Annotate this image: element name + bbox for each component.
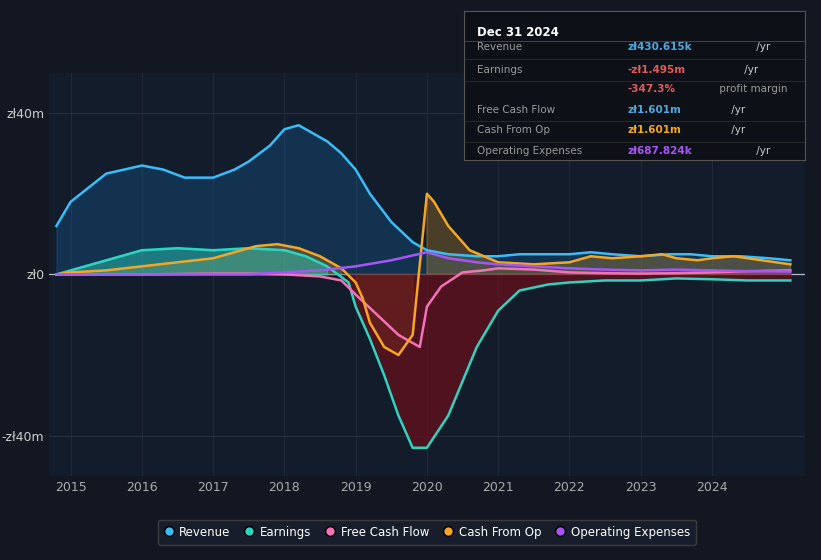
Text: Revenue: Revenue (478, 43, 523, 53)
Text: -zł1.495m: -zł1.495m (627, 64, 686, 74)
Text: zł1.601m: zł1.601m (627, 125, 681, 136)
Text: /yr: /yr (754, 146, 771, 156)
Text: Free Cash Flow: Free Cash Flow (478, 105, 556, 115)
Text: zł430.615k: zł430.615k (627, 43, 692, 53)
Text: Operating Expenses: Operating Expenses (478, 146, 583, 156)
Text: Dec 31 2024: Dec 31 2024 (478, 26, 559, 39)
Text: /yr: /yr (728, 125, 745, 136)
Text: zł1.601m: zł1.601m (627, 105, 681, 115)
Text: -347.3%: -347.3% (627, 84, 676, 94)
Text: /yr: /yr (728, 105, 745, 115)
Legend: Revenue, Earnings, Free Cash Flow, Cash From Op, Operating Expenses: Revenue, Earnings, Free Cash Flow, Cash … (158, 520, 696, 545)
Text: profit margin: profit margin (716, 84, 787, 94)
Text: Cash From Op: Cash From Op (478, 125, 551, 136)
Text: Earnings: Earnings (478, 64, 523, 74)
Text: /yr: /yr (754, 43, 771, 53)
Text: /yr: /yr (741, 64, 758, 74)
Text: zł687.824k: zł687.824k (627, 146, 692, 156)
